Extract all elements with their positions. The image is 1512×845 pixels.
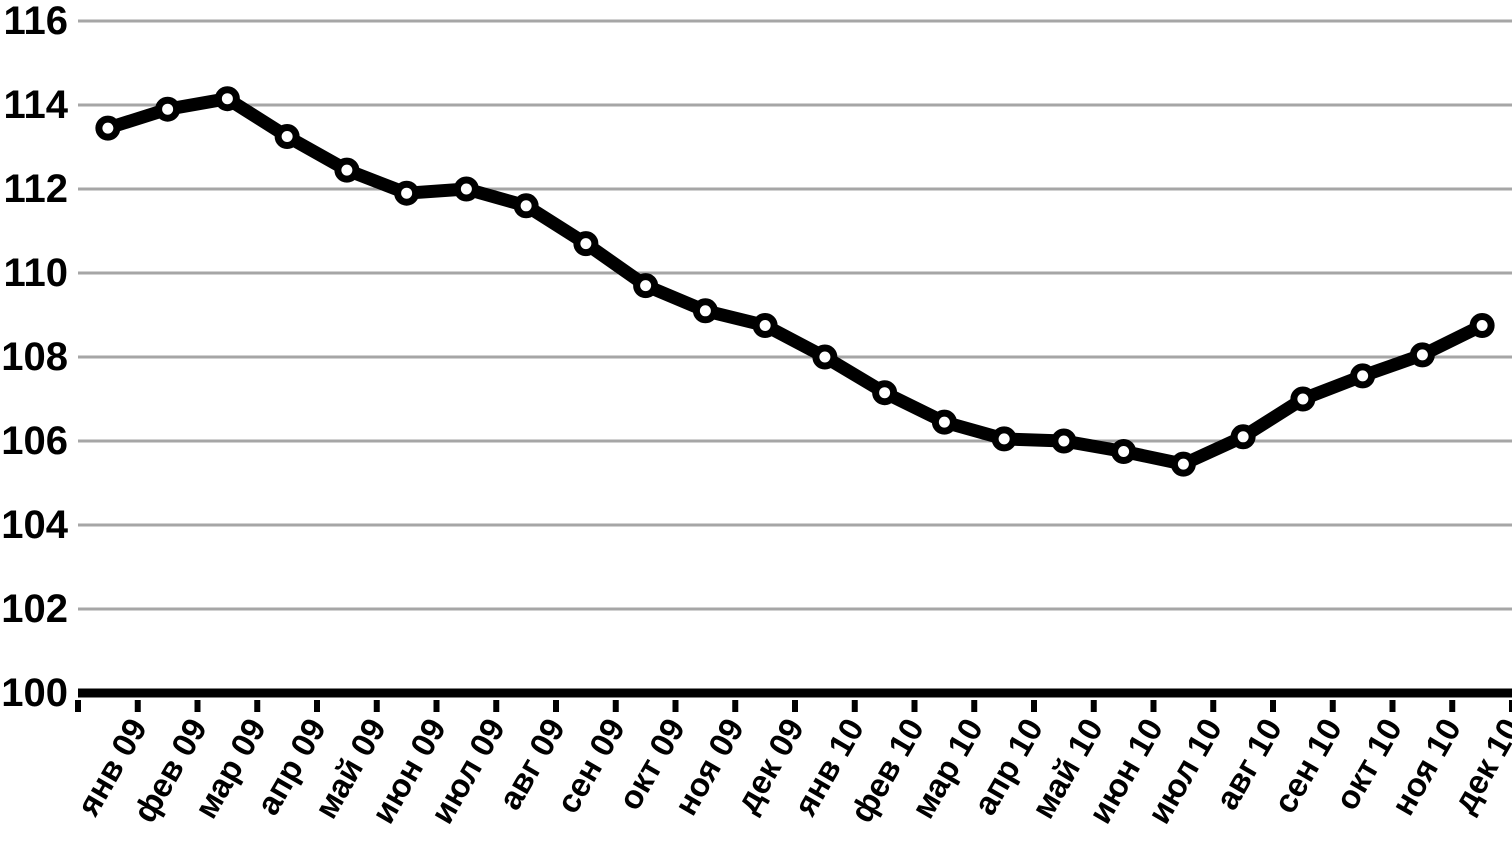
x-axis-tick-marks xyxy=(75,700,1512,712)
data-point-marker xyxy=(1290,386,1316,412)
data-point-marker xyxy=(1350,363,1376,389)
y-axis-tick-label: 106 xyxy=(1,419,68,463)
data-point-marker xyxy=(1111,439,1137,464)
gridlines xyxy=(78,19,1512,611)
data-point-marker xyxy=(274,124,300,149)
data-point-marker xyxy=(991,426,1017,452)
y-axis-tick-label: 116 xyxy=(3,0,68,43)
data-point-marker xyxy=(872,380,898,406)
data-point-marker xyxy=(1170,451,1196,477)
data-point-marker xyxy=(573,231,599,257)
data-point-marker xyxy=(692,298,718,324)
data-point-marker xyxy=(812,344,838,370)
y-axis-tick-label: 102 xyxy=(1,587,68,631)
data-point-marker xyxy=(155,96,181,122)
data-point-marker xyxy=(1469,313,1495,338)
data-series-line xyxy=(101,92,1489,471)
data-point-marker xyxy=(394,180,420,206)
data-point-marker xyxy=(1051,428,1077,454)
y-axis-tick-label: 114 xyxy=(3,83,68,127)
y-axis-tick-label: 100 xyxy=(1,671,68,715)
y-axis-tick-label: 112 xyxy=(3,167,68,211)
data-point-markers xyxy=(95,86,1495,477)
data-point-marker xyxy=(931,409,957,435)
data-point-marker xyxy=(752,313,778,338)
data-point-marker xyxy=(513,193,539,219)
data-point-marker xyxy=(1409,342,1435,368)
data-point-marker xyxy=(95,115,121,141)
y-axis-tick-label: 104 xyxy=(1,503,68,547)
y-axis-tick-label: 108 xyxy=(1,335,68,379)
y-axis-tick-label: 110 xyxy=(3,251,68,295)
data-point-marker xyxy=(453,176,479,202)
data-point-marker xyxy=(1230,424,1256,450)
data-point-marker xyxy=(334,157,360,183)
data-point-marker xyxy=(633,273,659,299)
data-point-marker xyxy=(214,86,240,112)
